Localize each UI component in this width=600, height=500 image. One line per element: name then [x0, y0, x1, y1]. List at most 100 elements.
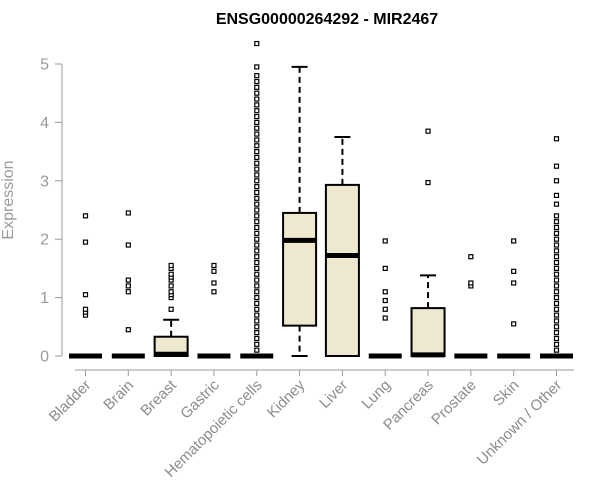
outlier-point-3: [511, 238, 517, 244]
outlier-point-2: [511, 268, 517, 274]
outlier-point-47: [254, 73, 260, 79]
outlier-point-48: [254, 64, 260, 70]
x-tick-label-0: Bladder: [46, 377, 95, 426]
outlier-point-0: [211, 289, 217, 295]
outlier-point-32: [254, 160, 260, 166]
outlier-point-3: [553, 330, 560, 336]
outlier-point-25: [553, 192, 560, 198]
chart-title: ENSG00000264292 - MIR2467: [216, 11, 438, 28]
outlier-point-9: [553, 295, 560, 301]
outlier-point-3: [125, 277, 131, 283]
outlier-point-35: [254, 143, 260, 149]
box-3: [197, 262, 231, 359]
outlier-point-41: [254, 108, 260, 114]
outlier-point-22: [254, 219, 260, 225]
outlier-point-4: [168, 283, 174, 289]
outlier-point-11: [553, 283, 560, 289]
outlier-point-28: [553, 136, 560, 142]
outlier-point-4: [382, 265, 388, 271]
y-axis: 0 1 2 3 4 5: [40, 57, 63, 366]
outlier-point-2: [211, 268, 217, 274]
outlier-point-31: [254, 166, 260, 172]
outlier-point-9: [254, 295, 260, 301]
box-2: [153, 262, 189, 357]
outlier-point-3: [382, 289, 388, 295]
outlier-point-8: [254, 300, 260, 307]
x-tick-label-9: Prostate: [428, 377, 480, 429]
outlier-point-26: [254, 195, 260, 201]
plot-area: [69, 40, 573, 359]
outlier-point-40: [254, 113, 260, 120]
outlier-point-36: [254, 137, 260, 143]
outlier-point-5: [125, 210, 131, 216]
outlier-point-28: [254, 184, 260, 190]
outlier-point-2: [254, 335, 260, 342]
outlier-point-0: [125, 327, 131, 333]
outlier-point-4: [125, 242, 131, 248]
y-tick-label-1: 1: [40, 290, 49, 307]
outlier-point-0: [382, 315, 388, 321]
outlier-point-5: [254, 318, 260, 324]
outlier-point-21: [254, 224, 260, 231]
outlier-point-20: [553, 230, 560, 236]
outlier-point-17: [254, 248, 260, 254]
outlier-point-39: [254, 119, 260, 126]
outlier-point-10: [254, 289, 260, 295]
outlier-point-0: [168, 306, 174, 312]
box-rect: [324, 183, 360, 357]
outlier-point-33: [254, 154, 260, 161]
box-0: [69, 213, 102, 359]
outlier-point-4: [254, 324, 260, 330]
outlier-point-8: [553, 300, 560, 307]
outlier-point-2: [82, 306, 89, 312]
outlier-point-37: [254, 131, 260, 137]
outlier-point-3: [168, 289, 174, 295]
x-tick-label-6: Liver: [316, 377, 351, 412]
outlier-point-23: [254, 213, 260, 219]
outlier-point-5: [553, 318, 560, 324]
outlier-point-49: [254, 40, 260, 47]
outlier-point-4: [82, 239, 89, 245]
y-axis-label: Expression: [0, 160, 17, 239]
y-tick-label-5: 5: [40, 57, 49, 74]
outlier-point-46: [254, 78, 260, 85]
outlier-point-15: [553, 259, 560, 266]
x-tick-label-7: Lung: [358, 377, 394, 413]
outlier-point-0: [254, 347, 260, 353]
box-1: [111, 210, 145, 359]
outlier-point-26: [553, 178, 560, 184]
outlier-point-20: [254, 230, 260, 236]
outlier-point-9: [168, 262, 174, 269]
y-tick-label-4: 4: [40, 115, 49, 132]
outlier-point-3: [211, 262, 217, 269]
box-4: [240, 40, 274, 359]
y-tick-label-2: 2: [40, 232, 49, 249]
outlier-point-13: [254, 271, 260, 277]
outlier-point-12: [254, 277, 260, 283]
outlier-point-15: [254, 259, 260, 266]
box-7: [368, 238, 402, 359]
outlier-point-5: [82, 213, 89, 219]
outlier-point-1: [425, 128, 431, 134]
outlier-point-17: [553, 248, 560, 254]
box-rect: [282, 211, 318, 327]
outlier-point-23: [553, 213, 560, 219]
outlier-point-3: [82, 292, 89, 298]
box-8: [410, 128, 446, 358]
outlier-point-1: [553, 341, 560, 347]
outlier-point-0: [425, 179, 431, 186]
outlier-point-6: [553, 312, 560, 318]
outlier-point-43: [254, 96, 260, 102]
outlier-point-16: [553, 254, 560, 260]
outlier-point-1: [254, 341, 260, 347]
outlier-point-18: [254, 242, 260, 248]
outlier-point-1: [211, 280, 217, 286]
outlier-point-4: [553, 324, 560, 330]
x-tick-label-2: Breast: [137, 376, 180, 419]
outlier-point-42: [254, 102, 260, 108]
outlier-point-1: [511, 280, 517, 286]
outlier-point-24: [553, 201, 560, 207]
outlier-point-5: [382, 238, 388, 244]
outlier-point-0: [553, 347, 560, 353]
